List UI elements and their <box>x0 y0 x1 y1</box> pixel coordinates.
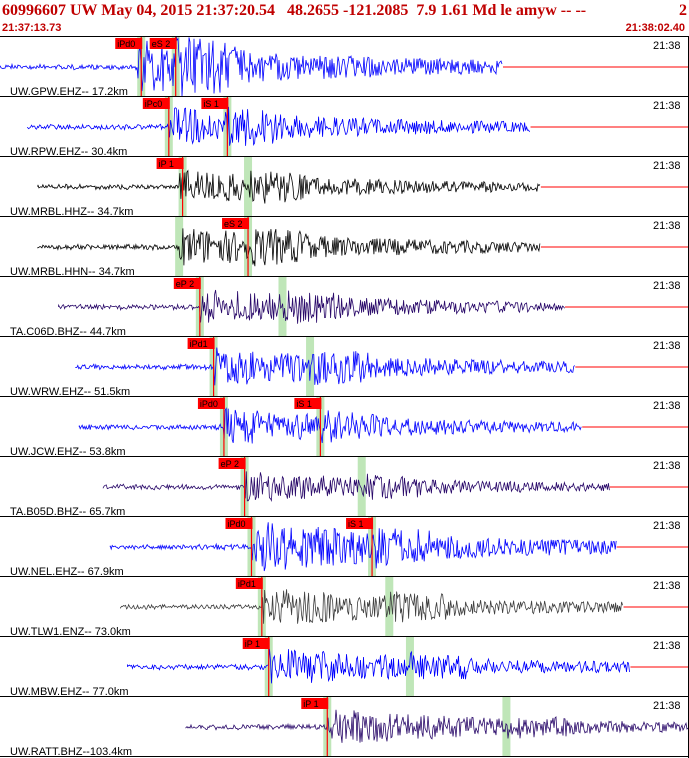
time-marker: 21:38 <box>653 700 681 712</box>
p-pick-box <box>197 398 225 409</box>
s-window-shade <box>357 457 366 517</box>
s-pick-box <box>346 518 374 529</box>
station-label: UW.GPW.EHZ-- 17.2km <box>10 86 128 98</box>
waveform-trace <box>120 589 623 624</box>
waveform-trace <box>185 709 689 743</box>
window-end-time: 21:38:02.40 <box>625 22 685 34</box>
station-label: UW.TLW1.ENZ-- 73.0km <box>10 626 131 638</box>
s-pick-box <box>294 398 322 409</box>
time-marker: 21:38 <box>653 520 681 532</box>
p-pick-box <box>173 278 201 289</box>
waveform-trace <box>0 37 503 97</box>
waveform-trace <box>78 407 582 444</box>
s-pick-label: eS 2 <box>224 219 243 229</box>
p-pick-label: eP 2 <box>221 459 239 469</box>
top-divider <box>0 36 689 37</box>
s-pick-box <box>201 98 229 109</box>
p-pick-label: iPd1 <box>190 339 208 349</box>
waveform-trace <box>37 169 541 204</box>
waveform-trace <box>102 471 610 503</box>
station-label: UW.MBW.EHZ-- 77.0km <box>10 686 129 698</box>
time-marker: 21:38 <box>653 640 681 652</box>
p-pick-label: iPd0 <box>200 399 218 409</box>
station-label: UW.NEL.EHZ-- 67.9km <box>10 566 124 578</box>
time-marker: 21:38 <box>653 280 681 292</box>
waveform-trace <box>109 522 617 572</box>
p-pick-label: iP 1 <box>245 639 260 649</box>
station-label: TA.B05D.BHZ-- 65.7km <box>10 506 125 518</box>
time-marker: 21:38 <box>653 220 681 232</box>
s-window-shade <box>502 697 511 757</box>
time-marker: 21:38 <box>653 100 681 112</box>
window-start-time: 21:37:13.73 <box>2 22 62 34</box>
s-pick-box <box>149 38 177 49</box>
s-pick-label: iS 1 <box>296 399 312 409</box>
p-pick-label: iPc0 <box>145 99 163 109</box>
seismogram-panels: iPd0 eS 2 UW.GPW.EHZ-- 17.2km 21:38 iPc0 iS 1… <box>0 37 689 758</box>
station-label: UW.MRBL.HHN-- 34.7km <box>10 266 135 278</box>
waveform-trace <box>127 648 630 684</box>
p-pick-box <box>225 518 253 529</box>
s-window-shade <box>385 577 394 637</box>
p-pick-box <box>142 98 170 109</box>
s-window-shade <box>244 157 253 217</box>
time-marker: 21:38 <box>653 460 681 472</box>
p-pick-box <box>242 638 270 649</box>
station-label: TA.C06D.BHZ-- 44.7km <box>10 326 126 338</box>
s-pick-box <box>222 218 250 229</box>
time-marker: 21:38 <box>653 400 681 412</box>
p-pick-box <box>156 158 184 169</box>
event-title: 60996607 UW May 04, 2015 21:37:20.54 48.… <box>2 2 587 19</box>
p-pick-label: iPd0 <box>117 39 135 49</box>
waveform-trace <box>27 106 530 147</box>
p-pick-label: iPd0 <box>227 519 245 529</box>
p-pick-box <box>235 578 263 589</box>
station-label: UW.MRBL.HHZ-- 34.7km <box>10 206 133 218</box>
time-marker: 21:38 <box>653 340 681 352</box>
s-pick-label: iS 1 <box>348 519 364 529</box>
s-window-shade <box>306 337 315 397</box>
waveform-trace <box>58 289 565 324</box>
p-pick-label: eP 2 <box>176 279 194 289</box>
p-pick-box <box>218 458 246 469</box>
p-pick-label: iP 1 <box>159 159 174 169</box>
time-marker: 21:38 <box>653 160 681 172</box>
title-right-mark: 2 <box>679 2 687 19</box>
station-label: UW.RATT.BHZ--103.4km <box>10 746 132 758</box>
p-pick-label: iP 1 <box>303 699 318 709</box>
p-pick-box <box>187 338 215 349</box>
p-pick-label: iPd1 <box>238 579 256 589</box>
time-marker: 21:38 <box>653 580 681 592</box>
station-label: UW.JCW.EHZ-- 53.8km <box>10 446 126 458</box>
waveform-trace <box>37 228 541 267</box>
s-pick-label: eS 2 <box>152 39 171 49</box>
station-label: UW.RPW.EHZ-- 30.4km <box>10 146 127 158</box>
s-pick-label: iS 1 <box>203 99 219 109</box>
p-pick-box <box>301 698 329 709</box>
time-marker: 21:38 <box>653 40 681 52</box>
waveform-trace <box>75 347 576 386</box>
p-pick-box <box>115 38 143 49</box>
station-label: UW.WRW.EHZ-- 51.5km <box>10 386 130 398</box>
s-window-shade <box>405 637 414 697</box>
